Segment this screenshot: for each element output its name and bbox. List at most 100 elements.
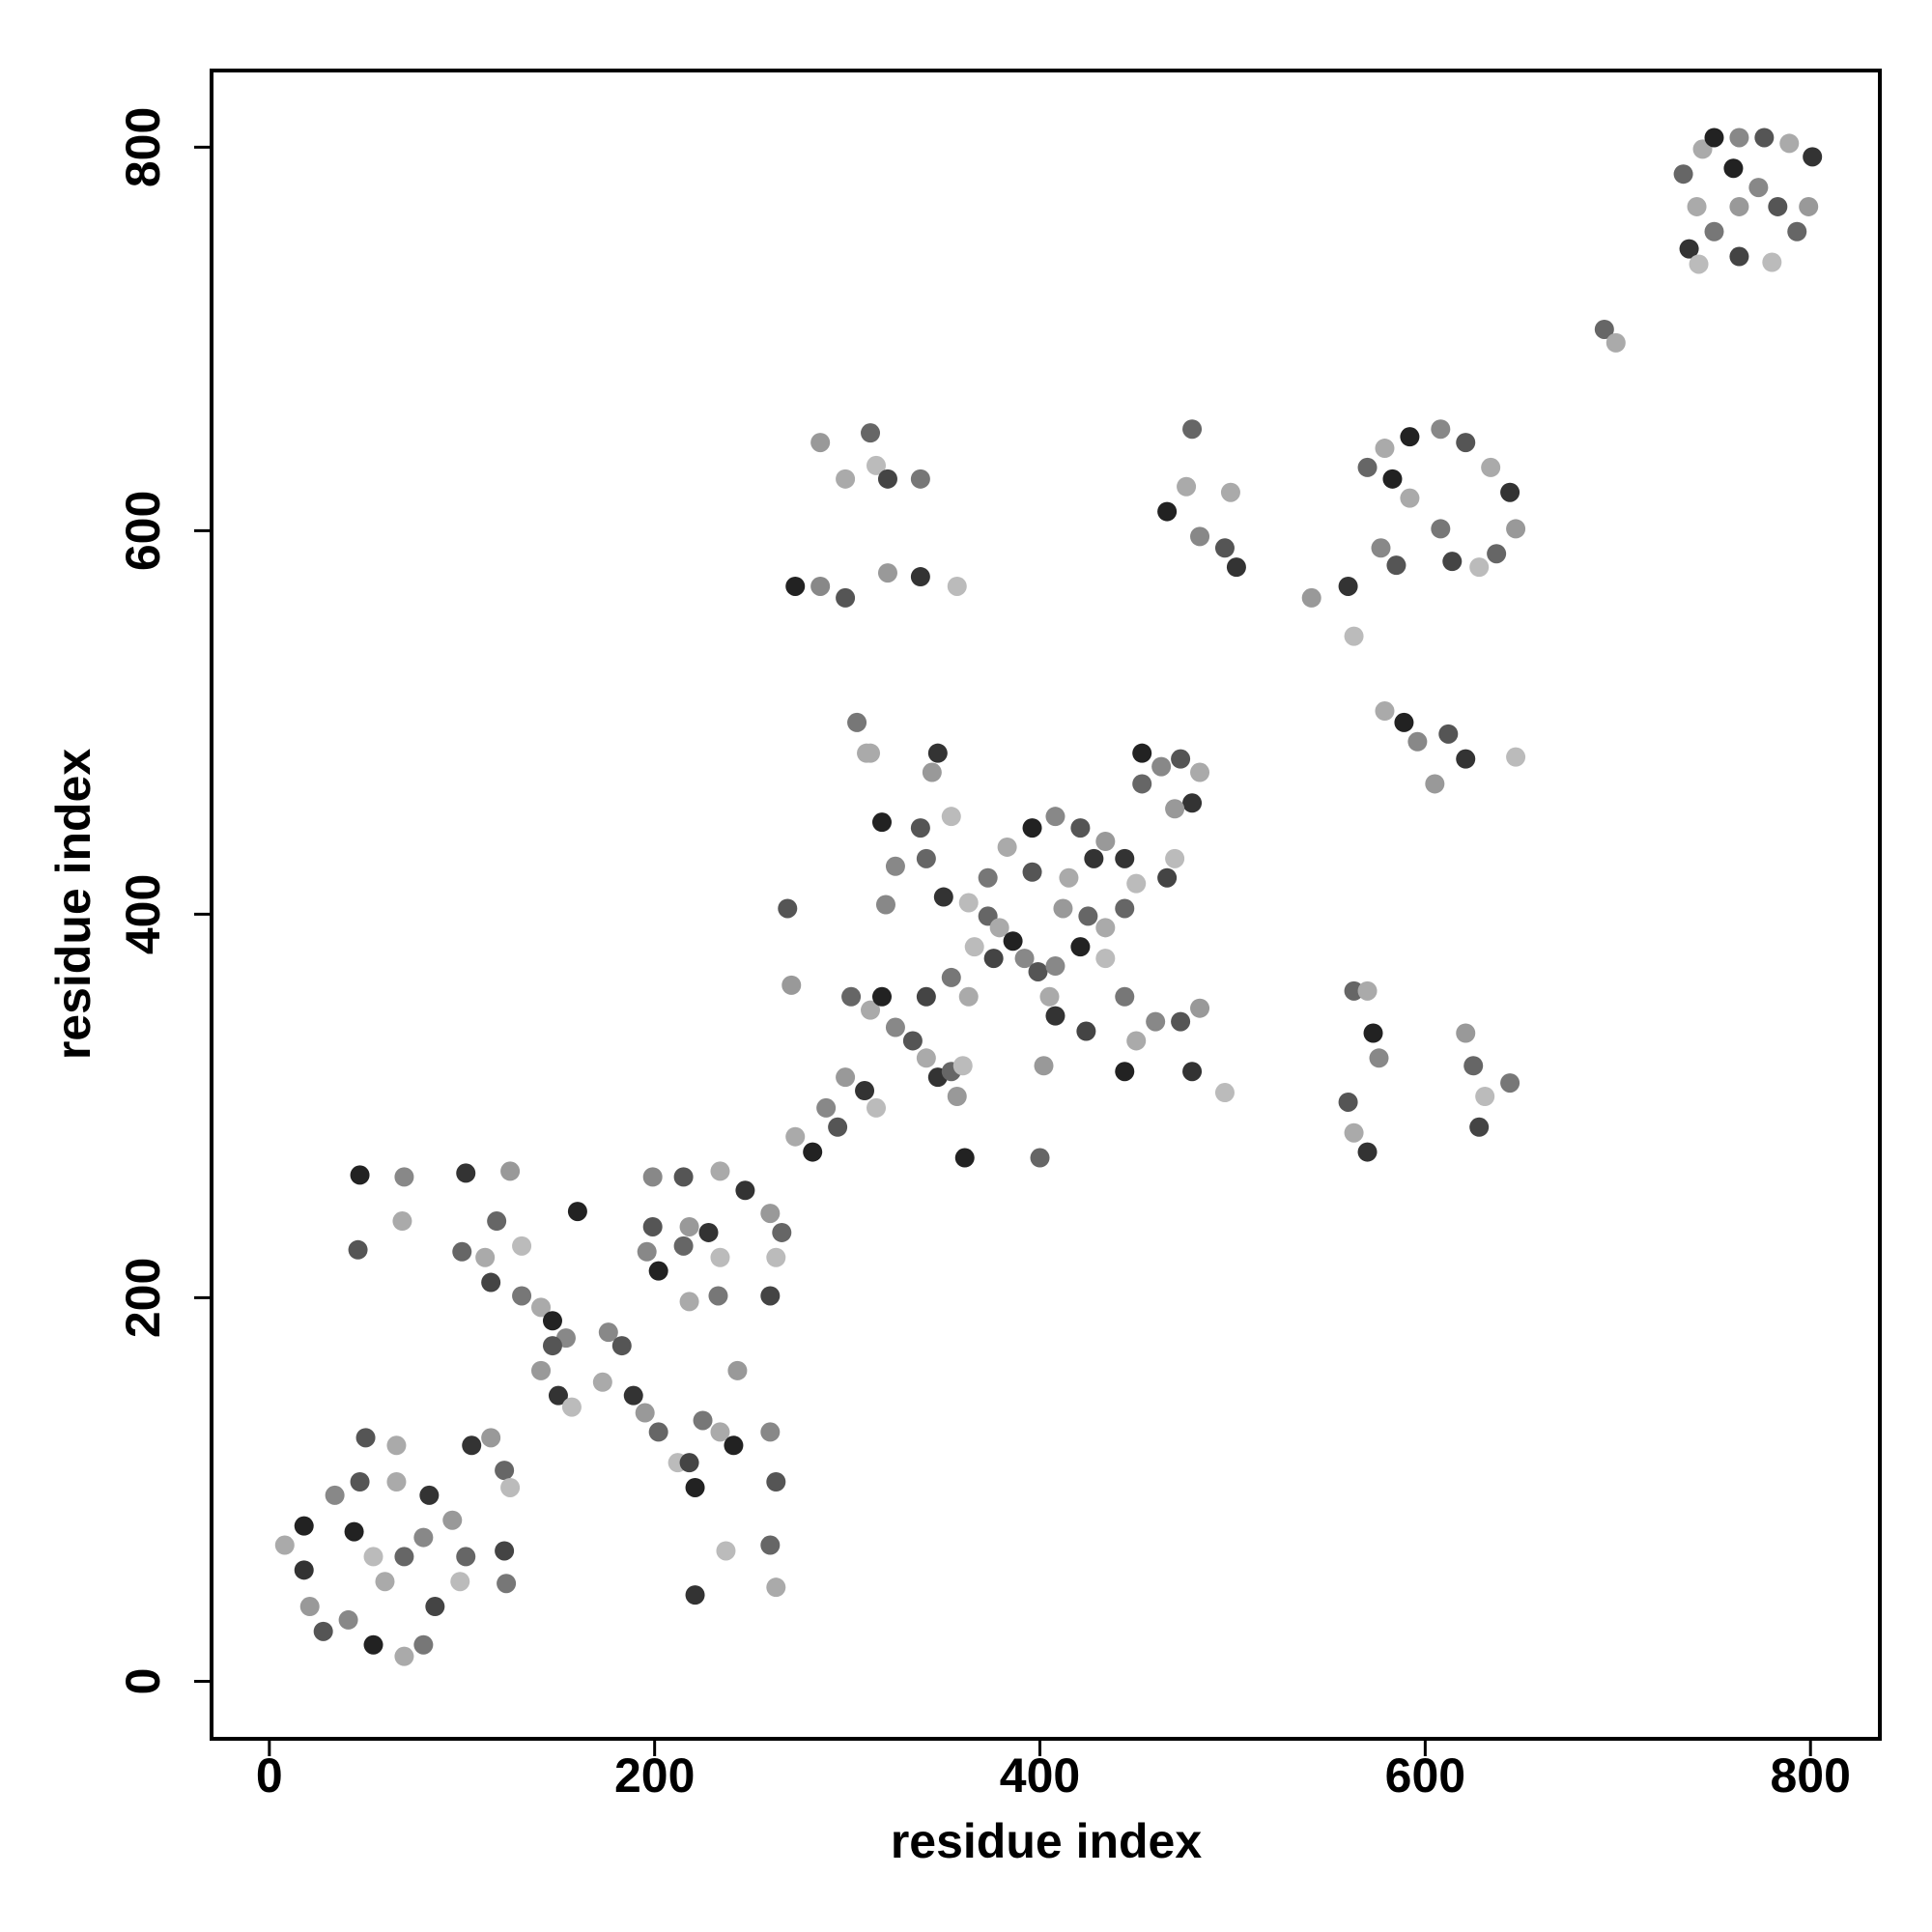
point <box>1171 749 1191 769</box>
point <box>1394 712 1414 732</box>
point <box>727 1360 748 1380</box>
point <box>810 433 831 453</box>
point <box>1157 867 1178 888</box>
point <box>611 1336 632 1356</box>
point <box>1070 818 1091 838</box>
point <box>902 1031 923 1051</box>
point <box>1487 544 1507 564</box>
point <box>810 576 831 596</box>
point <box>910 818 930 838</box>
point <box>1338 576 1358 596</box>
point <box>392 1211 412 1232</box>
point <box>1182 793 1203 813</box>
point <box>481 1428 501 1448</box>
point <box>1338 1092 1358 1112</box>
y-tick-label: 400 <box>116 874 170 954</box>
point <box>1344 980 1364 1001</box>
point <box>1190 762 1210 782</box>
point <box>1115 898 1135 919</box>
point <box>1301 587 1321 608</box>
point <box>1762 252 1782 272</box>
point <box>500 1477 521 1497</box>
point <box>542 1311 562 1331</box>
point <box>1748 178 1769 198</box>
point <box>1226 557 1246 578</box>
point <box>679 1453 699 1473</box>
point <box>325 1485 345 1505</box>
point <box>1456 1023 1476 1043</box>
point <box>1369 1048 1389 1068</box>
point <box>871 986 892 1007</box>
point <box>1687 196 1707 216</box>
point <box>294 1516 314 1536</box>
point <box>1469 557 1490 578</box>
point <box>1132 774 1152 794</box>
point <box>394 1167 414 1187</box>
point <box>922 762 942 782</box>
y-tick-label: 0 <box>116 1668 170 1695</box>
point <box>531 1360 552 1380</box>
point <box>710 1247 730 1267</box>
point <box>363 1634 384 1655</box>
point <box>442 1510 463 1530</box>
y-tick-label: 600 <box>116 491 170 571</box>
point <box>642 1216 663 1236</box>
point <box>1039 986 1060 1007</box>
point <box>1126 1031 1147 1051</box>
point <box>679 1292 699 1312</box>
point <box>1214 1083 1235 1103</box>
point <box>274 1535 295 1555</box>
point <box>958 986 979 1007</box>
point <box>1095 918 1116 938</box>
point <box>916 986 936 1007</box>
point <box>958 893 979 913</box>
point <box>708 1286 728 1306</box>
point <box>735 1180 755 1201</box>
point <box>1754 128 1775 148</box>
point <box>500 1161 521 1181</box>
point <box>452 1241 472 1262</box>
point <box>294 1560 314 1580</box>
x-tick-label: 800 <box>1770 1748 1850 1803</box>
point <box>877 469 897 489</box>
point <box>1605 332 1626 353</box>
point <box>450 1572 470 1592</box>
point <box>1003 931 1023 952</box>
point <box>1704 128 1724 148</box>
point <box>1132 743 1152 763</box>
point <box>927 743 948 763</box>
point <box>673 1167 694 1187</box>
point <box>1165 799 1185 819</box>
point <box>1456 433 1476 453</box>
point <box>1344 1122 1364 1143</box>
point <box>350 1165 370 1185</box>
point <box>836 1067 856 1088</box>
point <box>1084 848 1104 868</box>
point <box>1375 439 1395 459</box>
point <box>855 1081 875 1101</box>
point <box>1357 980 1378 1001</box>
point <box>1679 239 1699 259</box>
point <box>1030 1148 1050 1168</box>
point <box>1059 867 1079 888</box>
point <box>1165 848 1185 868</box>
point <box>1151 756 1172 777</box>
point <box>828 1117 848 1137</box>
point <box>941 807 961 827</box>
point <box>947 1087 967 1107</box>
point <box>1779 133 1800 154</box>
point <box>710 1422 730 1442</box>
point <box>1078 906 1098 926</box>
point <box>1506 747 1526 767</box>
point <box>375 1572 395 1592</box>
point <box>348 1239 368 1260</box>
point <box>561 1397 582 1417</box>
point <box>841 986 862 1007</box>
point <box>710 1161 730 1181</box>
point <box>875 895 895 915</box>
point <box>1344 626 1364 646</box>
point <box>910 567 930 587</box>
point <box>910 469 930 489</box>
point <box>495 1461 515 1481</box>
